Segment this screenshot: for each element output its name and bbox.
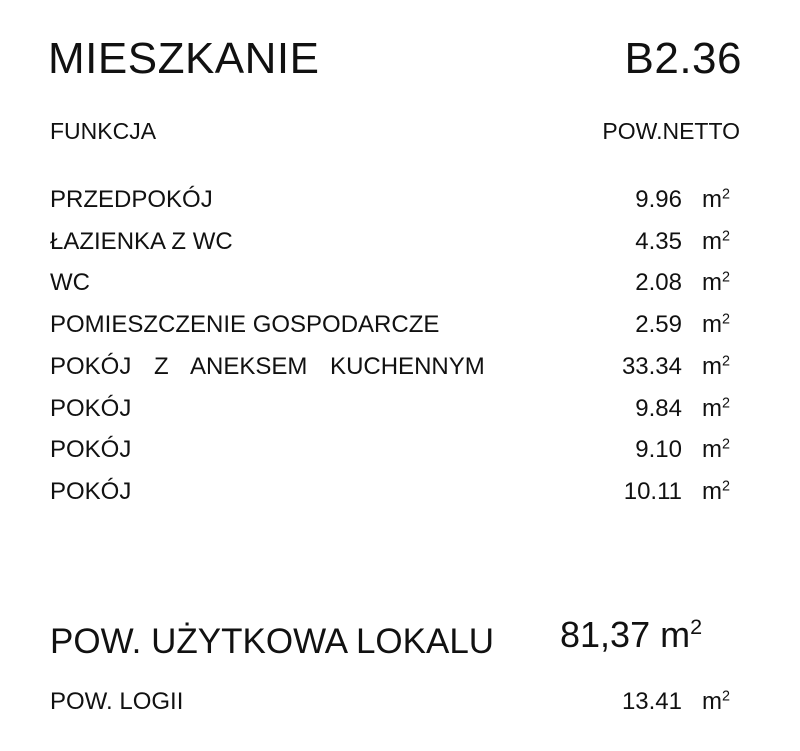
room-area-unit: m2: [701, 477, 730, 505]
room-area-unit: m2: [701, 394, 730, 422]
room-name: PRZEDPOKÓJ: [50, 186, 213, 213]
room-name: POKÓJ: [50, 477, 132, 505]
room-name: POKÓJ: [50, 394, 132, 422]
room-name: WC: [50, 269, 90, 297]
room-name: ŁAZIENKA Z WC: [50, 227, 233, 255]
room-area: 33.34: [621, 352, 682, 380]
usable-area-value: 81,37 m2: [560, 614, 702, 656]
usable-area-label: POW. UŻYTKOWA LOKALU: [50, 622, 495, 661]
room-area: 9.84: [635, 394, 682, 422]
room-area: 2.59: [635, 311, 682, 339]
room-name: POKÓJ Z ANEKSEM KUCHENNYM: [50, 352, 485, 380]
loggia-value: 13.41: [621, 688, 682, 715]
unit-code: B2.36: [624, 34, 742, 83]
column-header-net-area: POW.NETTO: [602, 118, 740, 144]
room-area: 10.11: [623, 477, 682, 505]
room-name: POMIESZCZENIE GOSPODARCZE: [50, 311, 440, 339]
room-area-unit: m2: [701, 311, 730, 339]
room-area: 2.08: [635, 269, 682, 297]
room-row: POMIESZCZENIE GOSPODARCZE 2.59 m2: [50, 311, 730, 347]
room-area: 4.35: [635, 227, 682, 255]
column-header-function: FUNKCJA: [50, 118, 157, 144]
room-area-unit: m2: [701, 352, 730, 380]
usable-area-unit: m2: [660, 614, 703, 655]
room-area-unit: m2: [701, 227, 730, 255]
loggia-unit: m2: [701, 688, 730, 715]
loggia-label: POW. LOGII: [50, 688, 184, 715]
room-name: POKÓJ: [50, 436, 132, 464]
room-row: POKÓJ 9.84 m2: [50, 395, 730, 431]
room-area-unit: m2: [701, 436, 730, 464]
room-area-unit: m2: [701, 269, 730, 297]
room-row: POKÓJ 10.11 m2: [50, 478, 730, 514]
room-row: PRZEDPOKÓJ 9.96 m2: [50, 186, 730, 222]
room-row: POKÓJ 9.10 m2: [50, 436, 730, 472]
usable-area-number: 81,37: [560, 614, 651, 655]
room-area-unit: m2: [701, 186, 730, 213]
room-row: WC 2.08 m2: [50, 269, 730, 305]
room-area: 9.10: [635, 436, 682, 464]
room-area: 9.96: [635, 186, 682, 213]
room-row: ŁAZIENKA Z WC 4.35 m2: [50, 228, 730, 264]
page-title: MIESZKANIE: [48, 34, 320, 83]
room-row: POKÓJ Z ANEKSEM KUCHENNYM 33.34 m2: [50, 353, 730, 389]
loggia-row: POW. LOGII 13.41 m2: [50, 688, 730, 724]
